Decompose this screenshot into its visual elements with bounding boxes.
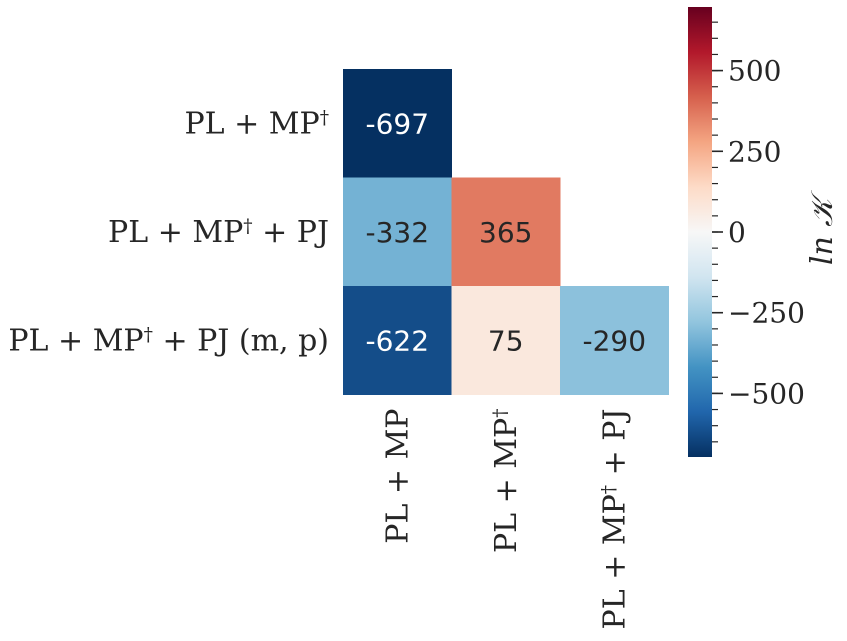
colorbar-tick-label-2: 0 bbox=[728, 216, 746, 249]
heatmap-cell-r2-c1 bbox=[451, 286, 561, 395]
colorbar-tick-label-3: −250 bbox=[728, 297, 805, 330]
heatmap-cell-r1-c1 bbox=[451, 177, 561, 287]
heatmap-cells: -697 -332 365 -622 75 -290 bbox=[343, 69, 669, 395]
colorbar-tick-label-1: 250 bbox=[728, 135, 781, 168]
cell-value-r0-c0: -697 bbox=[365, 107, 429, 140]
column-label-0: PL + MP bbox=[380, 409, 415, 544]
colorbar-gradient bbox=[688, 7, 712, 457]
cell-value-r2-c0: -622 bbox=[365, 324, 429, 357]
cell-value-r2-c1: 75 bbox=[488, 324, 524, 357]
colorbar: 500 250 0 −250 −500 ln 𝒦 bbox=[688, 7, 840, 457]
colorbar-tick-label-0: 500 bbox=[728, 55, 781, 88]
row-label-1: PL + MP† + PJ bbox=[108, 215, 329, 250]
column-label-1: PL + MP† bbox=[489, 409, 524, 554]
heatmap-cell-r2-c2 bbox=[560, 286, 669, 395]
cell-value-r1-c1: 365 bbox=[479, 216, 532, 249]
heatmap-cell-r0-c0 bbox=[343, 69, 452, 178]
heatmap-cell-r2-c0 bbox=[343, 286, 452, 395]
row-labels: PL + MP† PL + MP† + PJ PL + MP† + PJ (m, p… bbox=[8, 106, 329, 358]
row-label-0: PL + MP† bbox=[184, 106, 329, 141]
colorbar-title: ln 𝒦 bbox=[805, 190, 840, 265]
column-label-2: PL + MP† + PJ bbox=[597, 409, 632, 630]
heatmap-cell-r1-c0 bbox=[343, 177, 452, 287]
row-label-2: PL + MP† + PJ (m, p) bbox=[8, 323, 329, 358]
column-labels: PL + MP PL + MP† PL + MP† + PJ bbox=[380, 409, 632, 630]
cell-value-r1-c0: -332 bbox=[365, 216, 429, 249]
colorbar-tick-label-4: −500 bbox=[728, 377, 805, 410]
cell-value-r2-c2: -290 bbox=[582, 324, 646, 357]
